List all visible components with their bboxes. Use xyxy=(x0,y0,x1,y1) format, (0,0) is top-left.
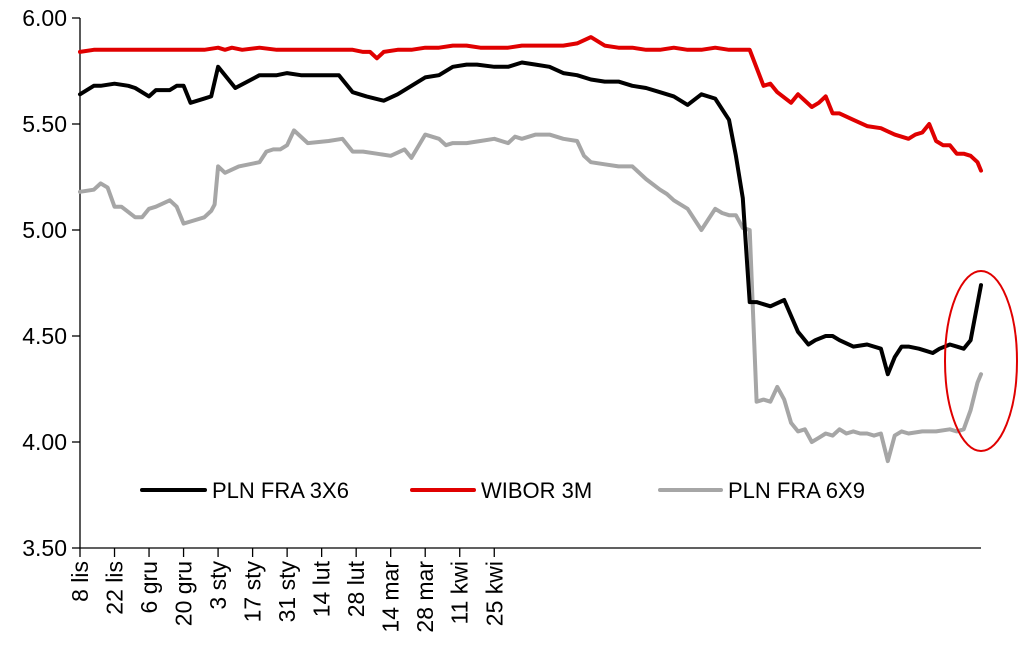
x-tick-label: 14 mar xyxy=(378,561,404,633)
legend: PLN FRA 3X6 WIBOR 3M PLN FRA 6X9 xyxy=(140,478,865,503)
y-tick-label: 4.50 xyxy=(22,323,67,349)
legend-label-wibor-3m: WIBOR 3M xyxy=(481,478,592,503)
y-tick-label: 6.00 xyxy=(22,5,67,31)
x-tick-label: 20 gru xyxy=(171,561,197,626)
x-tick-label: 6 gru xyxy=(136,561,162,613)
x-tick-label: 31 sty xyxy=(274,561,300,623)
x-tick-label: 11 kwi xyxy=(447,561,473,625)
series-line-pln-fra-3x6 xyxy=(78,60,983,377)
x-tick-label: 25 kwi xyxy=(481,561,507,626)
annotations xyxy=(944,270,1018,452)
x-tick-label: 14 lut xyxy=(309,560,335,617)
series-line-wibor-3m xyxy=(78,35,983,173)
x-tick-label: 3 sty xyxy=(205,561,231,610)
y-tick-label: 4.00 xyxy=(22,429,67,455)
legend-label-pln-fra-6x9: PLN FRA 6X9 xyxy=(728,478,865,503)
y-tick-label: 3.50 xyxy=(22,535,67,561)
highlight-ellipse xyxy=(944,270,1018,452)
x-tick-label: 17 sty xyxy=(240,561,266,623)
x-tick-label: 22 lis xyxy=(102,561,128,615)
y-tick-label: 5.50 xyxy=(22,111,67,137)
y-axis: 3.50 4.00 4.50 5.00 5.50 6.00 xyxy=(22,5,81,561)
x-axis: 8 lis 22 lis 6 gru 20 gru 3 sty 17 sty 31 sty 1… xyxy=(67,547,981,633)
series-line-pln-fra-6x9 xyxy=(78,128,983,464)
legend-label-pln-fra-3x6: PLN FRA 3X6 xyxy=(212,478,349,503)
x-tick-label: 28 mar xyxy=(412,561,438,633)
series-lines xyxy=(78,35,983,464)
x-tick-label: 8 lis xyxy=(67,561,93,602)
y-tick-label: 5.00 xyxy=(22,217,67,243)
x-tick-label: 28 lut xyxy=(343,560,369,617)
